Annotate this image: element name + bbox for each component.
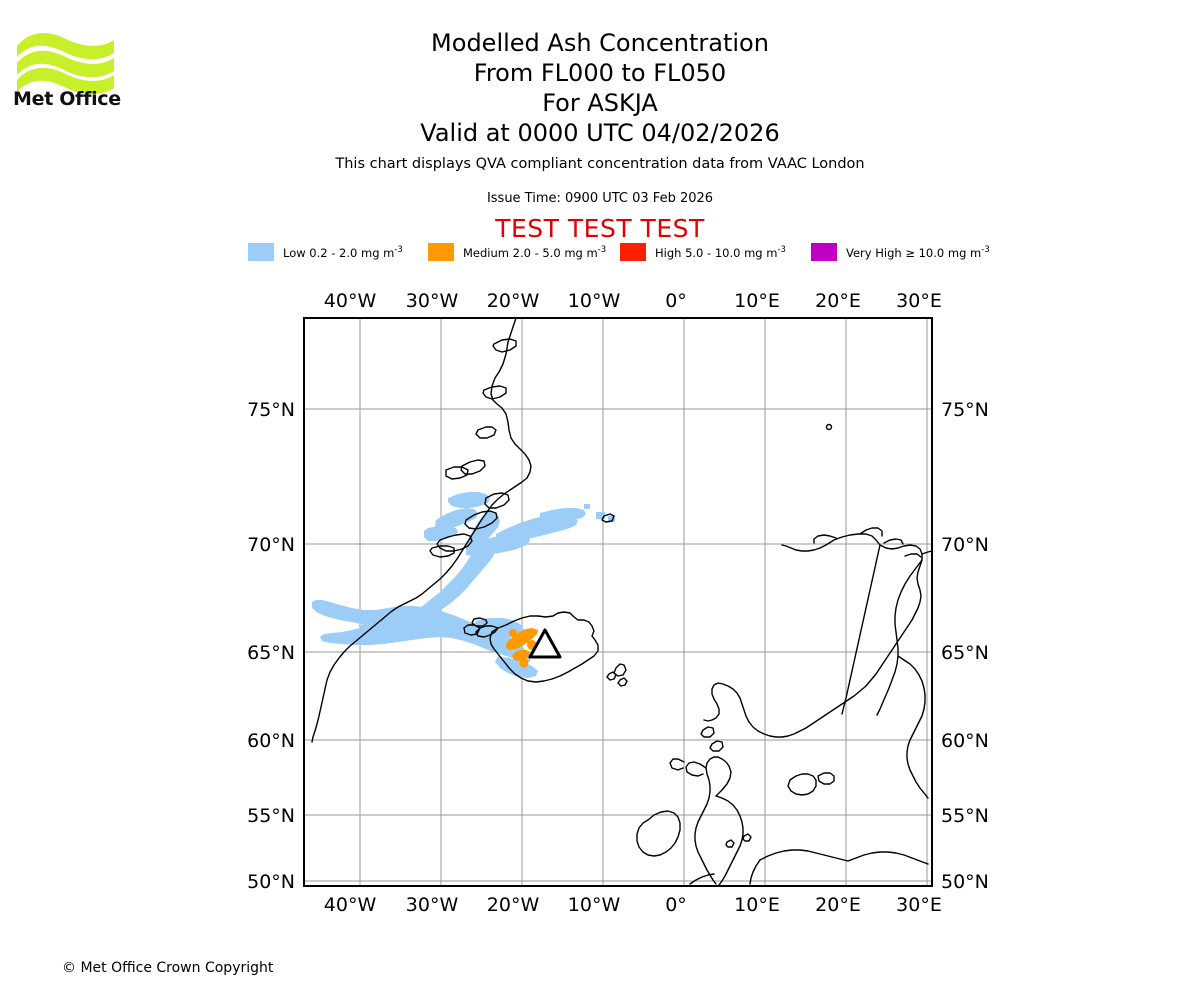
lat-tick-left-1: 70°N bbox=[247, 534, 295, 556]
lat-tick-left-2: 65°N bbox=[247, 642, 295, 664]
legend-low: Low 0.2 - 2.0 mg m-3 bbox=[248, 241, 403, 263]
map-gridlines bbox=[304, 318, 932, 886]
lat-axis-left: 75°N 70°N 65°N 60°N 55°N 50°N bbox=[247, 399, 295, 893]
lon-tick-bottom-5: 10°E bbox=[734, 894, 780, 916]
met-office-waves-icon bbox=[17, 32, 114, 95]
lon-tick-bottom-2: 20°W bbox=[487, 894, 540, 916]
lon-tick-top-7: 30°E bbox=[896, 290, 942, 312]
ash-plume-medium bbox=[506, 628, 538, 668]
legend-high: High 5.0 - 10.0 mg m-3 bbox=[620, 241, 786, 263]
map-coastlines bbox=[311, 317, 933, 886]
qva-note: This chart displays QVA compliant concen… bbox=[335, 156, 865, 172]
copyright-footer: © Met Office Crown Copyright bbox=[62, 960, 274, 976]
legend-low-label: Low 0.2 - 2.0 mg m-3 bbox=[283, 244, 403, 260]
title-line-2: From FL000 to FL050 bbox=[473, 59, 727, 87]
ash-plume-low bbox=[312, 492, 615, 678]
lat-tick-right-3: 60°N bbox=[941, 730, 989, 752]
lat-tick-right-0: 75°N bbox=[941, 399, 989, 421]
lon-axis-top: 40°W 30°W 20°W 10°W 0° 10°E 20°E 30°E bbox=[324, 290, 942, 312]
concentration-legend: Low 0.2 - 2.0 mg m-3 Medium 2.0 - 5.0 mg… bbox=[248, 241, 992, 263]
lon-tick-bottom-0: 40°W bbox=[324, 894, 377, 916]
lon-tick-bottom-1: 30°W bbox=[406, 894, 459, 916]
title-line-4: Valid at 0000 UTC 04/02/2026 bbox=[420, 119, 780, 147]
lat-tick-left-3: 60°N bbox=[247, 730, 295, 752]
lat-tick-left-0: 75°N bbox=[247, 399, 295, 421]
lon-tick-top-3: 10°W bbox=[568, 290, 621, 312]
legend-high-label: High 5.0 - 10.0 mg m-3 bbox=[655, 244, 786, 260]
lon-axis-bottom: 40°W 30°W 20°W 10°W 0° 10°E 20°E 30°E bbox=[324, 894, 942, 916]
lat-tick-right-5: 50°N bbox=[941, 871, 989, 893]
map-background bbox=[304, 318, 932, 886]
legend-very-high-swatch bbox=[811, 243, 837, 261]
legend-medium-swatch bbox=[428, 243, 454, 261]
title-line-1: Modelled Ash Concentration bbox=[431, 29, 769, 57]
lat-axis-right: 75°N 70°N 65°N 60°N 55°N 50°N bbox=[941, 399, 989, 893]
lon-tick-top-1: 30°W bbox=[406, 290, 459, 312]
lon-tick-top-5: 10°E bbox=[734, 290, 780, 312]
legend-very-high-label: Very High ≥ 10.0 mg m-3 bbox=[846, 244, 990, 260]
lat-tick-right-2: 65°N bbox=[941, 642, 989, 664]
lon-tick-top-6: 20°E bbox=[815, 290, 861, 312]
lon-tick-top-0: 40°W bbox=[324, 290, 377, 312]
lat-tick-left-5: 50°N bbox=[247, 871, 295, 893]
issue-time: Issue Time: 0900 UTC 03 Feb 2026 bbox=[486, 191, 714, 206]
lon-tick-bottom-6: 20°E bbox=[815, 894, 861, 916]
volcano-marker-askja bbox=[528, 628, 562, 659]
legend-medium-label: Medium 2.0 - 5.0 mg m-3 bbox=[463, 244, 607, 260]
lat-tick-left-4: 55°N bbox=[247, 805, 295, 827]
page-title: Modelled Ash Concentration From FL000 to… bbox=[0, 28, 1200, 148]
legend-low-swatch bbox=[248, 243, 274, 261]
met-office-logo-text: Met Office bbox=[13, 88, 121, 110]
lon-tick-top-4: 0° bbox=[665, 290, 687, 312]
lon-tick-bottom-7: 30°E bbox=[896, 894, 942, 916]
test-banner: TEST TEST TEST bbox=[495, 214, 705, 243]
legend-medium: Medium 2.0 - 5.0 mg m-3 bbox=[428, 241, 606, 263]
lat-tick-right-1: 70°N bbox=[941, 534, 989, 556]
title-line-3: For ASKJA bbox=[542, 89, 658, 117]
legend-very-high: Very High ≥ 10.0 mg m-3 bbox=[811, 241, 990, 263]
map-frame bbox=[303, 317, 933, 887]
lon-tick-bottom-3: 10°W bbox=[568, 894, 621, 916]
lon-tick-top-2: 20°W bbox=[487, 290, 540, 312]
legend-high-swatch bbox=[620, 243, 646, 261]
lat-tick-right-4: 55°N bbox=[941, 805, 989, 827]
lon-tick-bottom-4: 0° bbox=[665, 894, 687, 916]
met-office-logo bbox=[14, 28, 126, 116]
